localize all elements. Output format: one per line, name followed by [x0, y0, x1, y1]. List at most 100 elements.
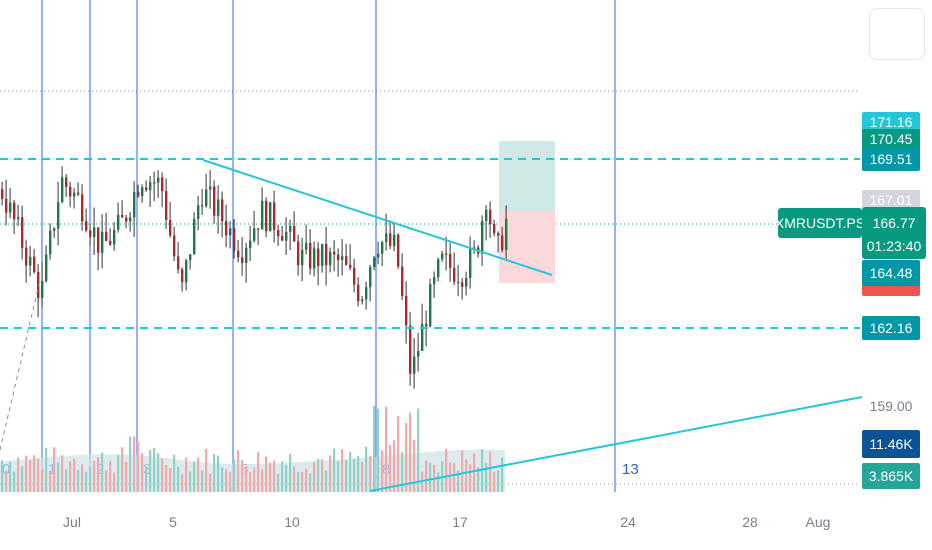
candle-body	[337, 254, 340, 261]
candle-body	[249, 240, 252, 248]
volume-bar	[165, 464, 168, 492]
candle-body	[69, 186, 72, 197]
time-axis-label: 17	[452, 514, 468, 530]
candle-body	[409, 325, 412, 374]
volume-bar	[289, 453, 292, 492]
volume-bar	[389, 444, 392, 492]
candle-body	[97, 227, 100, 253]
candle-body	[421, 323, 424, 351]
candle-body	[41, 280, 44, 299]
candle-body	[437, 259, 440, 278]
volume-bar	[93, 460, 96, 492]
volume-bar	[9, 461, 12, 492]
long-position-tool[interactable]	[499, 141, 555, 283]
volume-bar	[25, 455, 28, 492]
volume-bar	[293, 466, 296, 492]
candle-body	[257, 228, 260, 230]
candle-body	[121, 214, 124, 218]
volume-bar	[469, 464, 472, 492]
price-label-level-lower: 162.16	[870, 320, 913, 336]
candle-body	[385, 233, 388, 243]
time-axis-label: 24	[620, 514, 636, 530]
volume-bar	[73, 458, 76, 492]
candle-body	[493, 224, 496, 234]
volume-bar	[485, 463, 488, 492]
volume-bar	[13, 471, 16, 492]
volume-bar	[453, 463, 456, 492]
descending-trendline[interactable]	[202, 159, 553, 276]
candle-body	[73, 192, 76, 197]
bar-countdown-timer: 01:23:40	[867, 238, 922, 254]
volume-bar	[129, 436, 132, 492]
chart-settings-button[interactable]	[869, 8, 925, 60]
volume-bar	[393, 440, 396, 492]
volume-bar	[309, 473, 312, 492]
candle-body	[129, 217, 132, 222]
volume-bar	[29, 460, 32, 492]
volume-bar	[229, 471, 232, 492]
candle-body	[57, 202, 60, 229]
candle-body	[329, 251, 332, 266]
trend-lines[interactable]	[0, 159, 863, 492]
price-label-stop-bg	[862, 260, 920, 286]
candle-body	[225, 221, 228, 236]
candle-body	[185, 260, 188, 283]
ascending-trendline[interactable]	[369, 396, 863, 492]
volume-bar	[377, 408, 380, 492]
candle-body	[81, 194, 84, 222]
candle-body	[265, 200, 268, 232]
candlesticks	[1, 166, 508, 389]
candle-body	[353, 267, 356, 285]
horizontal-levels[interactable]	[0, 158, 860, 329]
volume-bar	[233, 458, 236, 492]
volume-bar	[285, 464, 288, 492]
candle-body	[21, 217, 24, 248]
candle-body	[393, 234, 396, 247]
volume-bar	[273, 460, 276, 492]
candle-body	[37, 272, 40, 299]
candle-body	[277, 229, 280, 237]
candle-body	[189, 254, 192, 261]
volume-bar	[345, 460, 348, 492]
candle-body	[173, 235, 176, 257]
candle-body	[345, 256, 348, 265]
volume-bar	[329, 455, 332, 492]
volume-label-a: 11.46K	[869, 436, 913, 452]
candle-body	[193, 218, 196, 255]
volume-bar	[69, 461, 72, 492]
candle-body	[285, 231, 288, 241]
volume-bar	[269, 462, 272, 492]
volume-bar	[341, 449, 344, 492]
candle-body	[357, 284, 360, 302]
candle-body	[405, 295, 408, 326]
volume-bar	[445, 448, 448, 492]
candle-body	[361, 299, 364, 302]
volume-bar	[5, 470, 8, 492]
candle-body	[45, 254, 48, 281]
candle-body	[9, 202, 12, 213]
candle-body	[305, 243, 308, 250]
volume-bar	[405, 423, 408, 492]
candle-body	[365, 287, 368, 300]
time-axis-label: Aug	[806, 514, 831, 530]
volume-bar	[149, 449, 152, 492]
candle-body	[61, 177, 64, 203]
volume-bar	[221, 467, 224, 492]
volume-bar	[37, 458, 40, 492]
volume-bar	[185, 457, 188, 492]
volume-bar	[101, 452, 104, 492]
volume-bar	[437, 472, 440, 492]
candle-body	[33, 256, 36, 273]
candle-body	[145, 187, 148, 191]
volume-bar	[301, 471, 304, 492]
volume-bar	[305, 468, 308, 492]
volume-bar	[461, 450, 464, 492]
candle-body	[297, 241, 300, 266]
candle-body	[165, 191, 168, 220]
candle-body	[201, 205, 204, 207]
volume-bar	[197, 457, 200, 492]
volume-bar	[397, 416, 400, 492]
